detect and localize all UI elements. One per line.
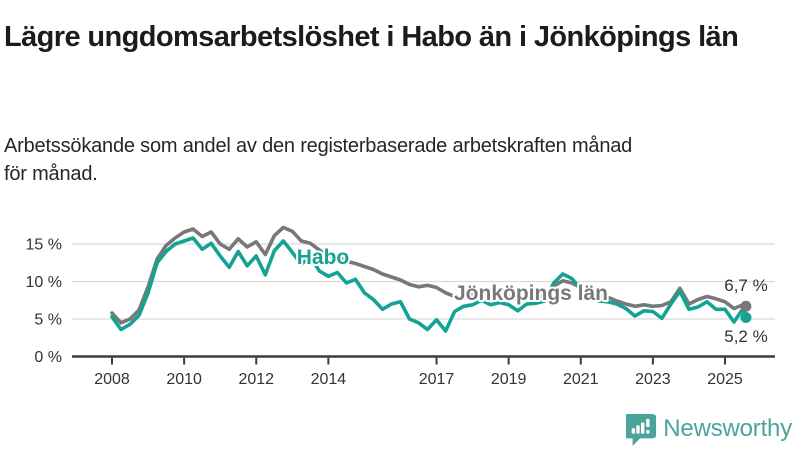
x-axis-tick-label: 2021 (563, 371, 599, 388)
unemployment-line-chart: 0 % 5 % 10 % 15 % 2008 2010 2012 2014 2017 2019 20… (26, 225, 775, 388)
y-axis-tick-label: 10 % (26, 274, 62, 291)
series-label-jonkopings-lan: Jönköpings län (454, 282, 608, 305)
end-value-label-habo: 5,2 % (724, 327, 767, 346)
newsworthy-logo[interactable]: Newsworthy (626, 412, 792, 446)
x-axis-tick-label: 2008 (94, 371, 130, 388)
series-end-dot-habo (740, 312, 752, 323)
x-axis-tick-label: 2017 (419, 371, 455, 388)
page-title: Lägre ungdomsarbetslöshet i Habo än i Jö… (4, 21, 739, 54)
x-axis-tick-label: 2023 (635, 371, 671, 388)
x-axis-tick-label: 2014 (311, 371, 347, 388)
end-value-label-jonkopings-lan: 6,7 % (724, 276, 767, 295)
y-axis-tick-label: 15 % (26, 237, 62, 254)
x-axis-tick-label: 2010 (166, 371, 202, 388)
newsworthy-logo-text: Newsworthy (663, 415, 792, 442)
x-axis-tick-label: 2019 (491, 371, 527, 388)
series-label-habo: Habo (297, 246, 350, 269)
series-line-habo (110, 236, 748, 333)
series-end-dot-jonkopings-lan (740, 300, 752, 312)
y-axis-tick-label: 0 % (34, 349, 62, 366)
x-axis-tick-label: 2012 (238, 371, 274, 388)
bar-chart-speech-bubble-icon (626, 413, 657, 446)
y-axis-tick-label: 5 % (34, 312, 62, 329)
x-axis-tick-label: 2025 (707, 371, 743, 388)
series-line-jonkopings-lan (110, 225, 748, 325)
chart-subtitle: Arbetssökande som andel av den registerb… (4, 135, 633, 185)
